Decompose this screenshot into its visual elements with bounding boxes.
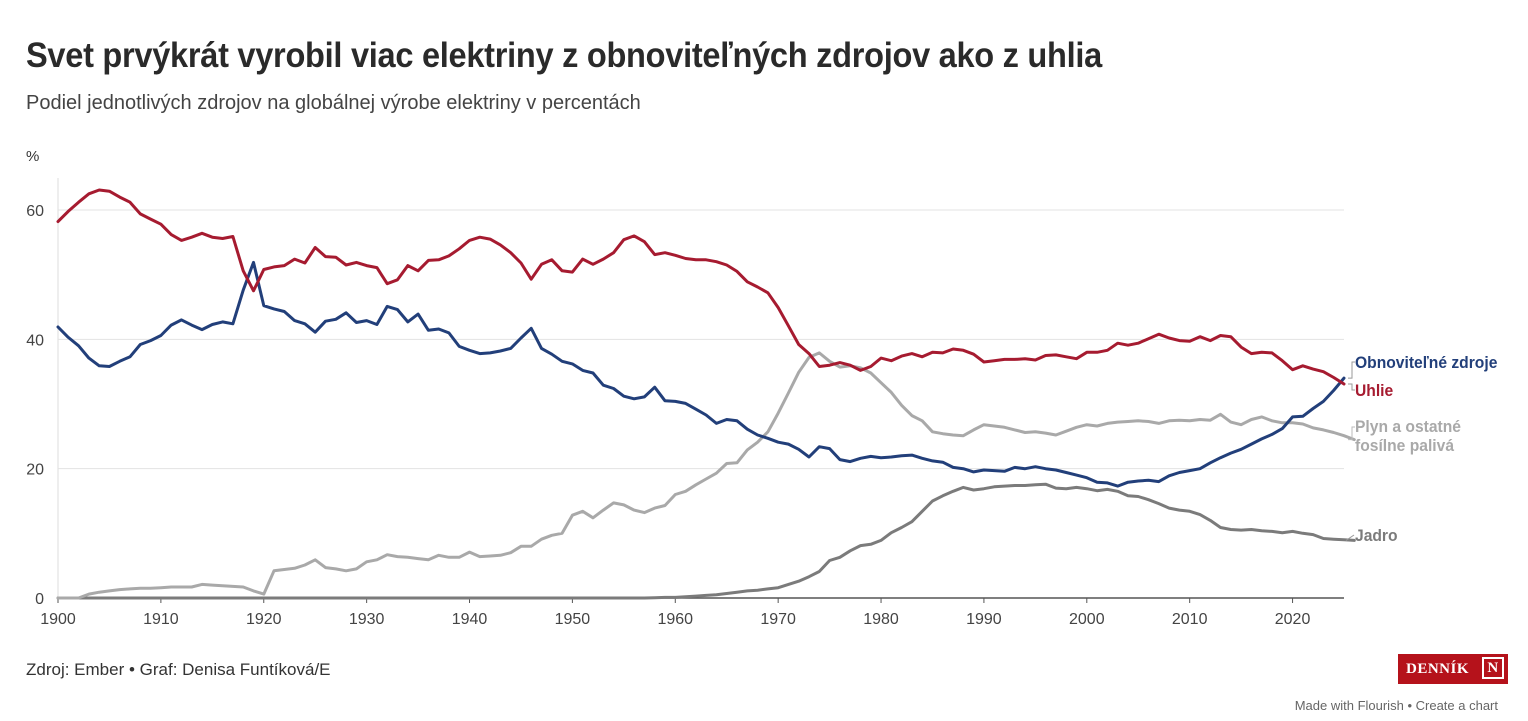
x-tick-label: 1950 [555,611,591,628]
logo-text: DENNÍK [1406,660,1470,677]
y-tick-labels: 0 20 40 60 [26,203,44,608]
series-label-coal: Uhlie [1355,381,1393,400]
series-line-nuclear [56,482,1356,600]
x-tick-label: 1980 [863,611,899,628]
y-tick-label: 20 [26,462,44,479]
made-with-flourish-link[interactable]: Made with Flourish [1294,698,1404,713]
series-line-coal [56,188,1346,386]
logo-n-mark: N [1482,657,1504,679]
gridlines [57,178,1344,599]
x-tick-label: 1970 [760,611,796,628]
label-connector [1348,383,1355,391]
series-labels: Obnoviteľné zdroje Uhlie Plyn a ostatnéfos… [1345,353,1497,545]
x-tick-label: 2010 [1172,611,1208,628]
series-line-gas-other-fossil [56,351,1356,600]
flourish-credit: Made with Flourish • Create a chart [1295,698,1498,713]
x-tick-label: 1960 [657,611,693,628]
x-tick-label: 2000 [1069,611,1105,628]
dennik-n-logo[interactable]: DENNÍK N [1398,654,1508,684]
series-label-nuclear: Jadro [1355,526,1398,545]
source-credit: Zdroj: Ember • Graf: Denisa Funtíková/E [26,660,331,679]
x-tick-label: 1910 [143,611,179,628]
y-tick-label: 0 [35,591,44,608]
series-label-renewables: Obnoviteľné zdroje [1355,353,1497,372]
series-line-renewables [56,260,1346,488]
y-tick-label: 40 [26,332,44,349]
label-connector [1348,426,1355,441]
chart-subtitle: Podiel jednotlivých zdrojov na globálnej… [26,92,641,114]
label-connector [1345,534,1355,541]
label-connector [1348,361,1355,379]
x-tick-label: 1900 [40,611,76,628]
credit-separator: • [1407,698,1412,713]
x-tick-label: 1990 [966,611,1002,628]
create-chart-link[interactable]: Create a chart [1415,698,1498,713]
x-tick-label: 1940 [452,611,488,628]
x-tick-label: 1930 [349,611,385,628]
series-lines [56,188,1356,600]
x-tick-label: 2020 [1275,611,1311,628]
chart-title: Svet prvýkrát vyrobil viac elektriny z o… [26,36,1103,75]
y-tick-label: 60 [26,203,44,220]
y-axis-unit: % [26,148,40,165]
series-label-gas-other-fossil: fosílne palivá [1355,436,1455,455]
series-label-gas-other-fossil: Plyn a ostatné [1355,417,1461,436]
x-tick-label: 1920 [246,611,282,628]
x-tick-labels: 1900 1910 1920 1930 1940 1950 1960 1970 1980 1990… [40,598,1310,628]
